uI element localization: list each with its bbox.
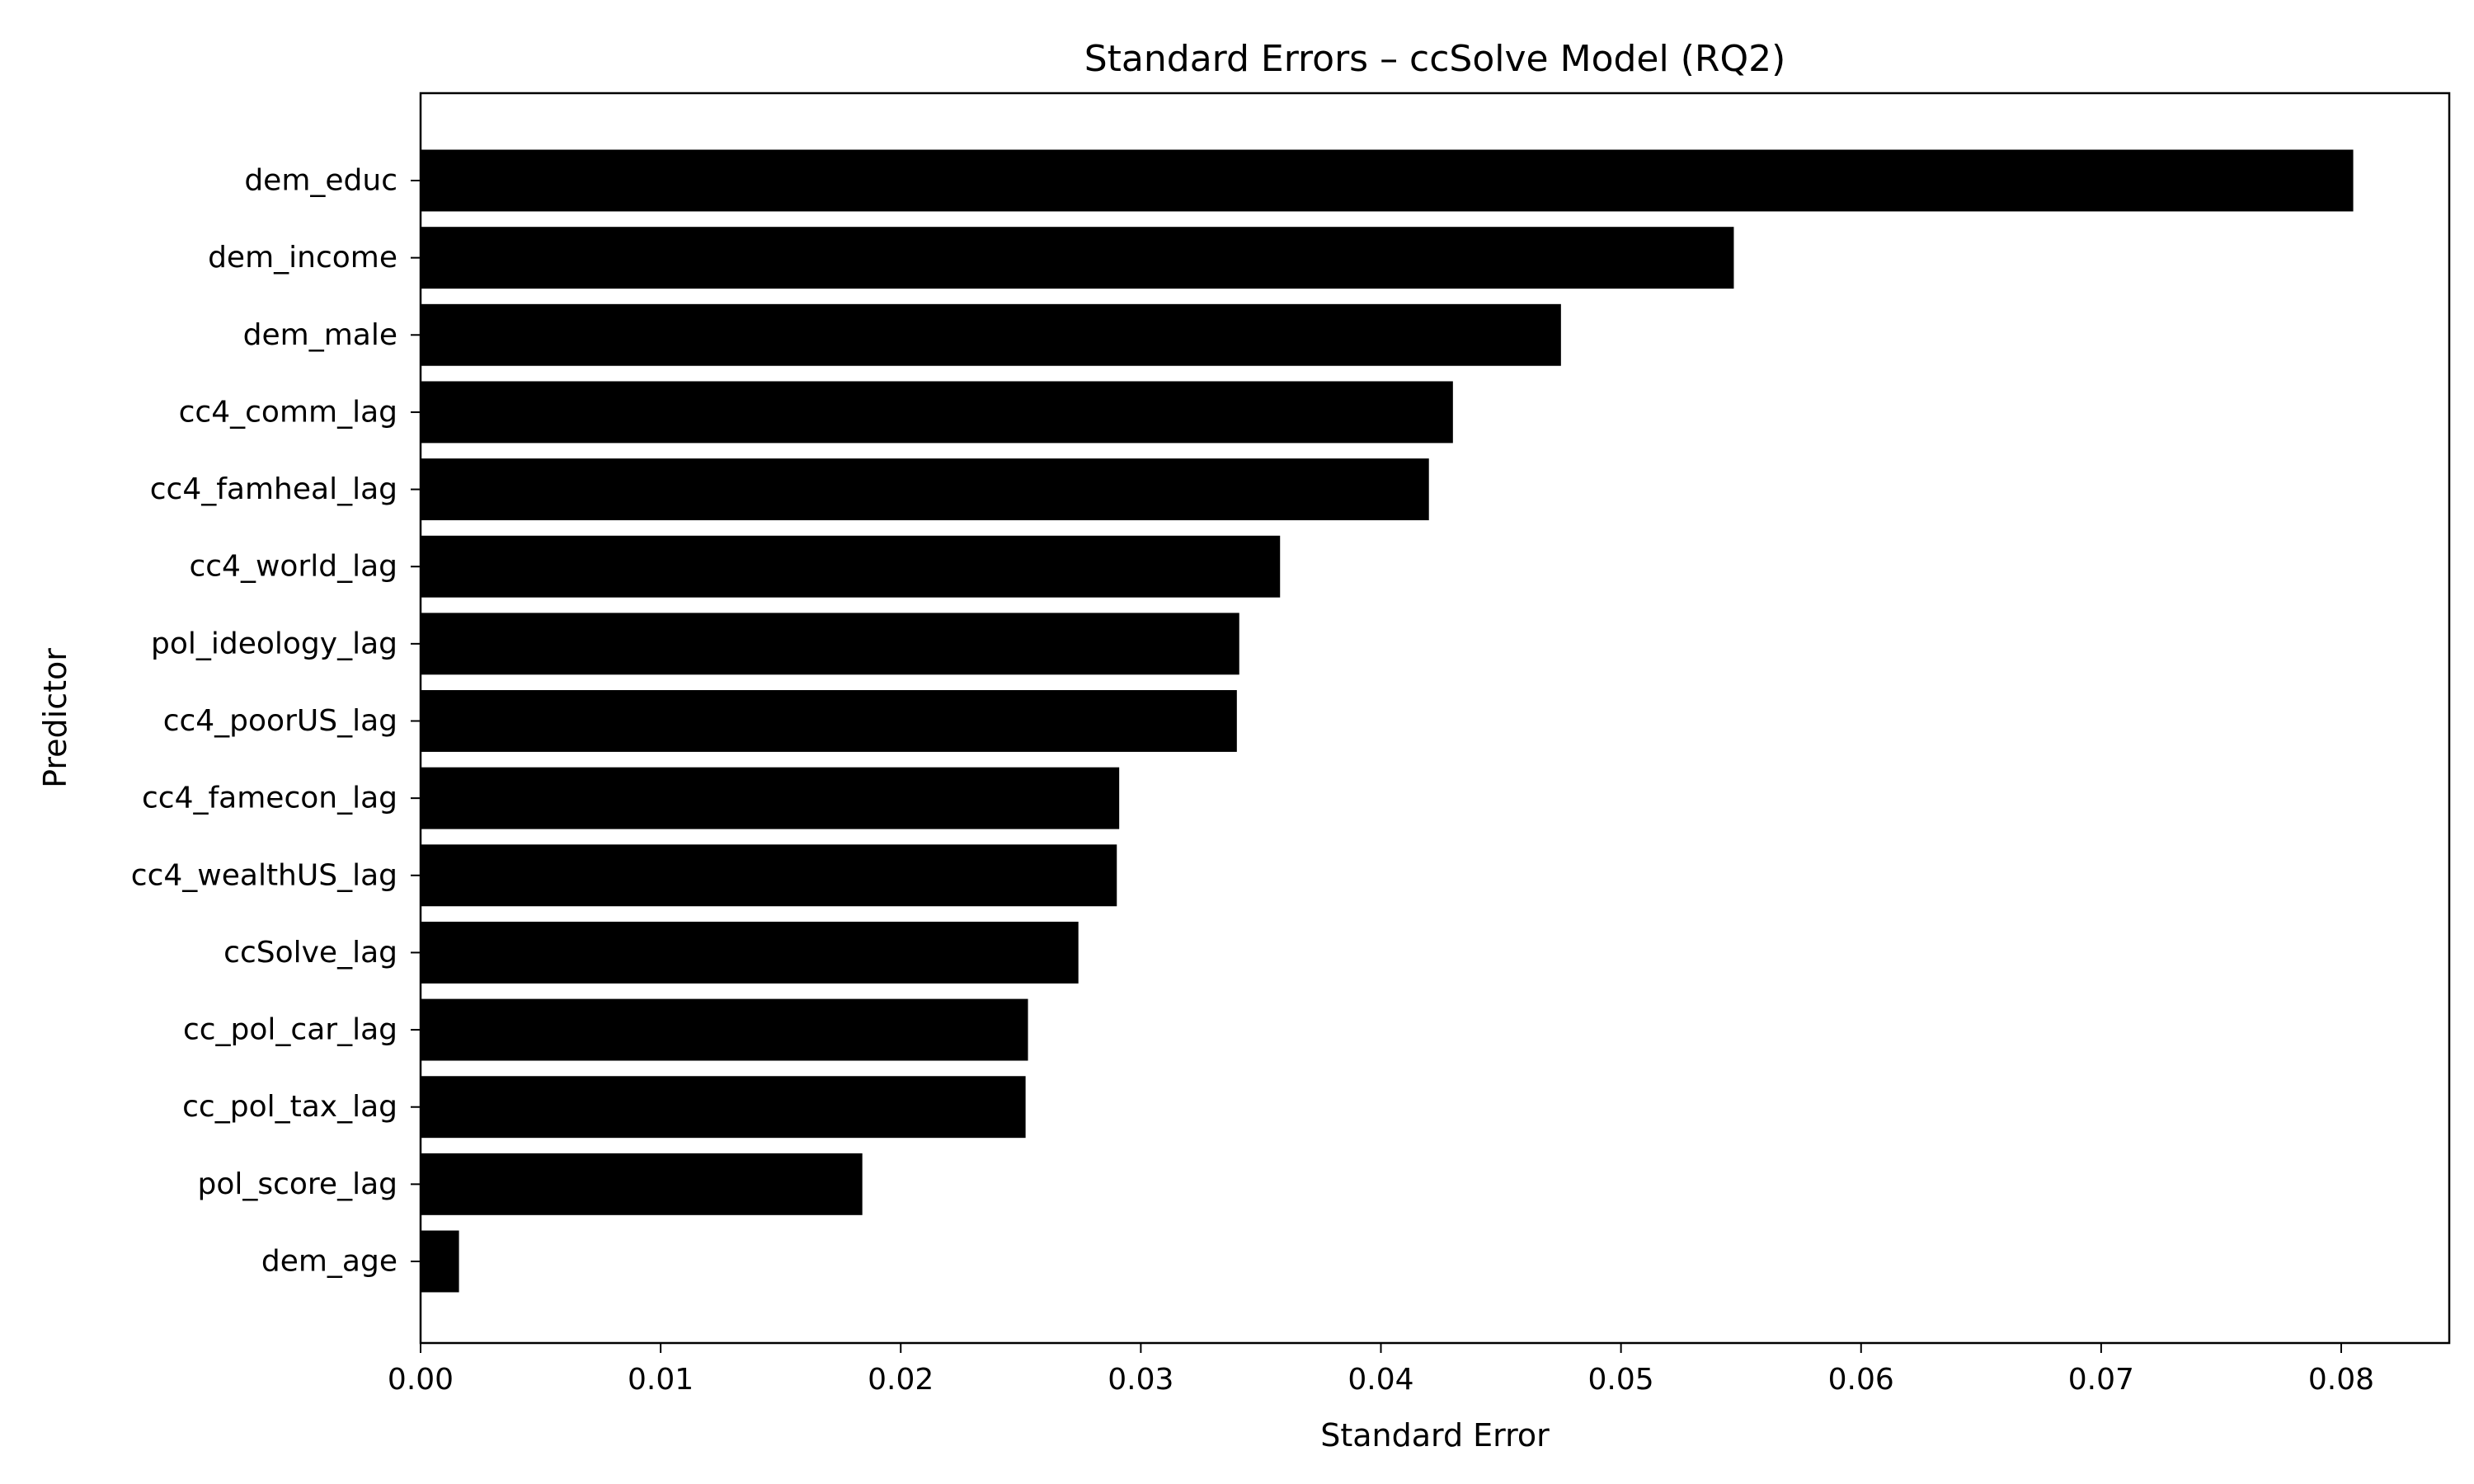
x-axis-label: Standard Error — [1320, 1417, 1550, 1453]
x-tick-label: 0.00 — [388, 1363, 454, 1397]
x-tick-label: 0.03 — [1108, 1363, 1174, 1397]
y-tick-label: cc_pol_tax_lag — [182, 1090, 397, 1124]
bar-cc4_wealthUS_lag — [421, 844, 1117, 907]
bar-ccSolve_lag — [421, 921, 1079, 984]
bar-cc_pol_tax_lag — [421, 1076, 1026, 1139]
y-tick-label: cc4_comm_lag — [179, 395, 397, 429]
bar-cc_pol_car_lag — [421, 998, 1028, 1061]
bar-dem_age — [421, 1230, 459, 1293]
bar-cc4_famheal_lag — [421, 458, 1429, 521]
bar-dem_educ — [421, 149, 2354, 212]
y-tick-label: cc_pol_car_lag — [183, 1013, 397, 1047]
y-tick-label: dem_male — [243, 318, 397, 352]
bar-dem_male — [421, 303, 1561, 366]
y-tick-label: cc4_famheal_lag — [150, 472, 397, 506]
y-tick-label: cc4_poorUS_lag — [163, 704, 397, 738]
x-tick-label: 0.06 — [1828, 1363, 1894, 1397]
y-tick-label: ccSolve_lag — [223, 936, 397, 970]
x-tick-label: 0.02 — [868, 1363, 934, 1397]
chart-title: Standard Errors – ccSolve Model (RQ2) — [1084, 38, 1785, 80]
bar-cc4_world_lag — [421, 535, 1281, 598]
y-tick-label: dem_income — [208, 241, 397, 275]
x-tick-group: 0.00 0.01 0.02 0.03 0.04 0.05 0.06 0.07 0.08 — [388, 1343, 2374, 1397]
y-tick-label: cc4_famecon_lag — [142, 782, 397, 815]
y-tick-group: dem_educ dem_income dem_male cc4_comm_lagcc… — [131, 164, 421, 1279]
bar-dem_income — [421, 227, 1734, 289]
bar-cc4_famecon_lag — [421, 767, 1120, 829]
y-tick-label: cc4_wealthUS_lag — [131, 858, 397, 892]
bar-pol_score_lag — [421, 1153, 863, 1215]
bar-pol_ideology_lag — [421, 613, 1239, 675]
y-tick-label: dem_age — [261, 1245, 397, 1279]
y-tick-label: pol_score_lag — [197, 1167, 397, 1201]
y-tick-label: cc4_world_lag — [189, 550, 397, 584]
bars-group — [421, 149, 2354, 1293]
x-tick-label: 0.01 — [628, 1363, 694, 1397]
x-tick-label: 0.07 — [2068, 1363, 2134, 1397]
y-axis-label: Predictor — [37, 648, 73, 788]
bar-cc4_comm_lag — [421, 381, 1453, 444]
plot-area-frame — [419, 92, 2451, 1345]
y-tick-label: dem_educ — [244, 164, 397, 198]
x-tick-label: 0.05 — [1588, 1363, 1654, 1397]
x-tick-label: 0.04 — [1348, 1363, 1413, 1397]
y-tick-label: pol_ideology_lag — [151, 627, 397, 660]
x-tick-label: 0.08 — [2308, 1363, 2374, 1397]
bar-cc4_poorUS_lag — [421, 690, 1237, 752]
